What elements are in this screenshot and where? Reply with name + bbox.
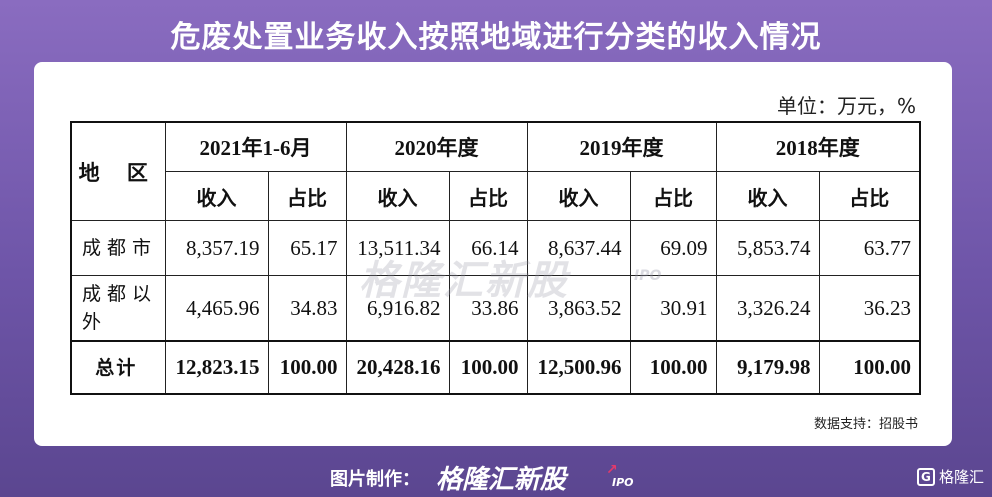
table-cell: 3,326.24 xyxy=(715,275,820,342)
table-cell: 33.86 xyxy=(448,275,528,342)
watermark-sub: IPO xyxy=(634,268,662,284)
table-cell: 13,511.34 xyxy=(345,220,450,276)
table-cell: 20,428.16 xyxy=(345,340,450,395)
brand-name: 格隆汇新股 xyxy=(436,465,567,495)
footer: 图片制作： 格隆汇新股 ↗ IPO xyxy=(0,462,992,495)
table-row: 成都市 8,357.19 65.17 13,511.34 66.14 8,637… xyxy=(70,220,921,276)
period-header: 2019年度 xyxy=(526,121,717,172)
row-label: 成都以外 xyxy=(70,275,166,342)
unit-label: 单位：万元，% xyxy=(776,94,916,118)
table-cell: 6,916.82 xyxy=(345,275,450,342)
period-header: 2020年度 xyxy=(345,121,528,172)
table-cell: 4,465.96 xyxy=(164,275,269,342)
table-cell: 12,500.96 xyxy=(526,340,631,395)
period-header: 2018年度 xyxy=(715,121,921,172)
table-cell: 100.00 xyxy=(448,340,528,395)
table-cell: 8,637.44 xyxy=(526,220,631,276)
table-cell: 65.17 xyxy=(267,220,347,276)
table-cell: 8,357.19 xyxy=(164,220,269,276)
revenue-subheader: 收入 xyxy=(526,171,631,221)
table-cell: 5,853.74 xyxy=(715,220,820,276)
table-cell: 12,823.15 xyxy=(164,340,269,395)
page-title: 危废处置业务收入按照地域进行分类的收入情况 xyxy=(170,20,822,55)
table-cell: 100.00 xyxy=(629,340,717,395)
revenue-subheader: 收入 xyxy=(715,171,820,221)
table-cell: 30.91 xyxy=(629,275,717,342)
share-subheader: 占比 xyxy=(267,171,347,221)
total-row: 总计 12,823.15 100.00 20,428.16 100.00 12,… xyxy=(70,340,921,395)
table-cell: 69.09 xyxy=(629,220,717,276)
revenue-table: 地 区 2021年1-6月 2020年度 2019年度 2018年度 收入 占比… xyxy=(70,121,921,395)
table-cell: 3,863.52 xyxy=(526,275,631,342)
table-cell: 100.00 xyxy=(818,340,921,395)
table-cell: 63.77 xyxy=(818,220,921,276)
table-cell: 66.14 xyxy=(448,220,528,276)
brand-sub: IPO xyxy=(612,476,634,489)
table-cell: 9,179.98 xyxy=(715,340,820,395)
table-row: 成都以外 4,465.96 34.83 6,916.82 33.86 3,863… xyxy=(70,275,921,342)
period-header: 2021年1-6月 xyxy=(164,121,347,172)
row-label: 总计 xyxy=(70,340,166,395)
region-header: 地 区 xyxy=(70,121,166,221)
table-cell: 100.00 xyxy=(267,340,347,395)
share-subheader: 占比 xyxy=(448,171,528,221)
trend-arrow-icon: ↗ xyxy=(606,462,618,478)
row-label: 成都市 xyxy=(70,220,166,276)
revenue-subheader: 收入 xyxy=(345,171,450,221)
logo: G 格隆汇 xyxy=(916,466,984,487)
content-card: 单位：万元，% 地 区 2021年1-6月 2020年度 2019年度 2018… xyxy=(34,62,952,446)
made-by-label: 图片制作： xyxy=(330,469,420,490)
logo-mark-icon: G xyxy=(916,467,935,486)
logo-text: 格隆汇 xyxy=(938,468,984,486)
table-cell: 34.83 xyxy=(267,275,347,342)
source-note: 数据支持：招股书 xyxy=(813,417,918,432)
revenue-subheader: 收入 xyxy=(164,171,269,221)
share-subheader: 占比 xyxy=(629,171,717,221)
table-cell: 36.23 xyxy=(818,275,921,342)
share-subheader: 占比 xyxy=(818,171,921,221)
